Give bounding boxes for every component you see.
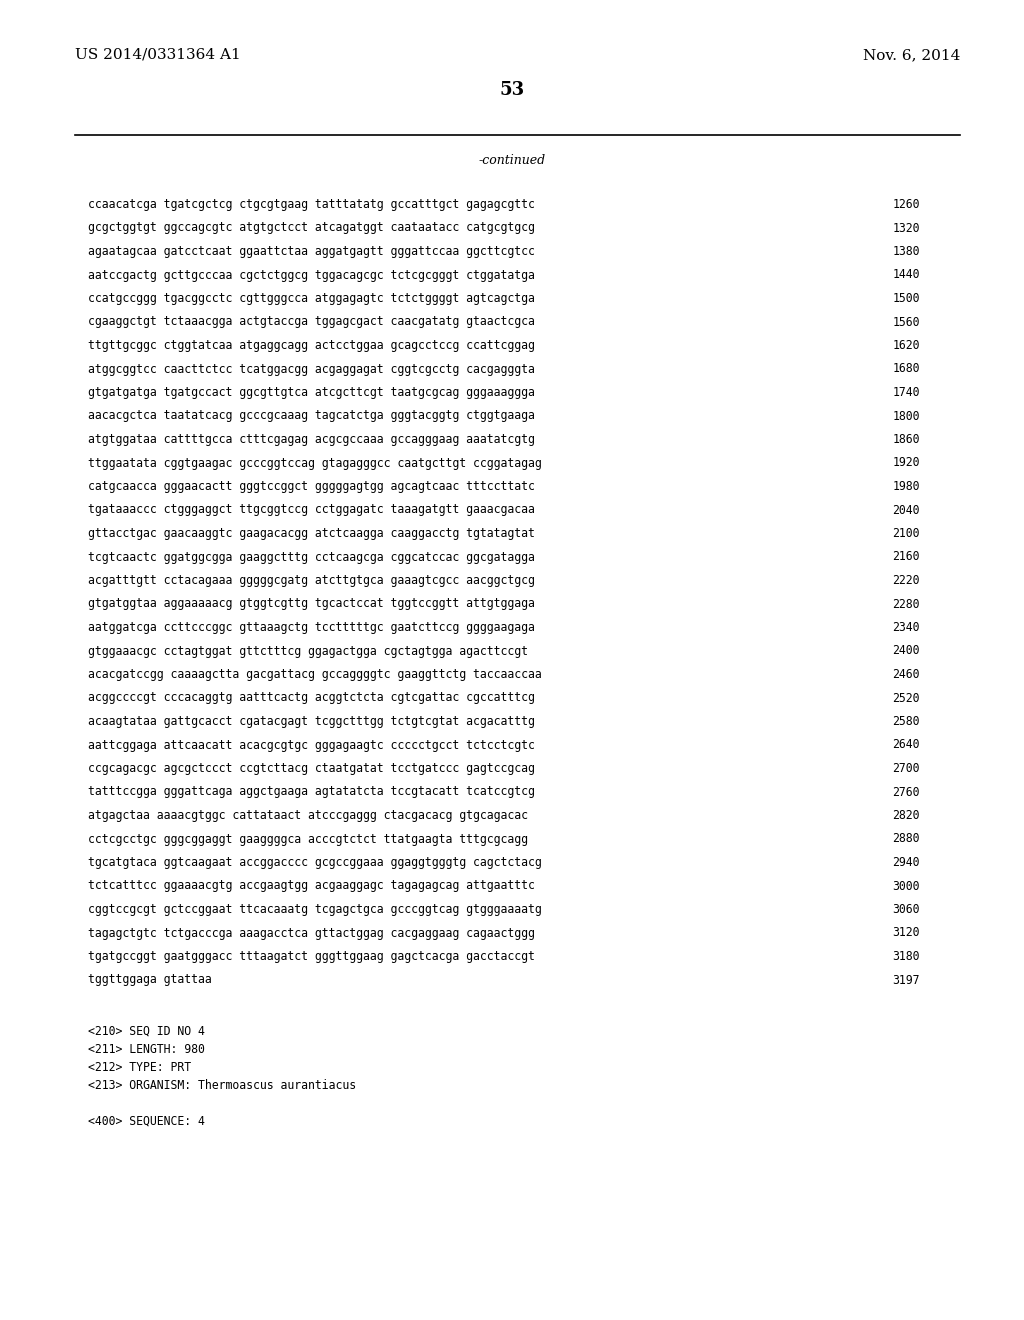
Text: ttgttgcggc ctggtatcaa atgaggcagg actcctggaa gcagcctccg ccattcggag: ttgttgcggc ctggtatcaa atgaggcagg actcctg…	[88, 339, 535, 352]
Text: gcgctggtgt ggccagcgtc atgtgctcct atcagatggt caataatacc catgcgtgcg: gcgctggtgt ggccagcgtc atgtgctcct atcagat…	[88, 222, 535, 235]
Text: ccgcagacgc agcgctccct ccgtcttacg ctaatgatat tcctgatccc gagtccgcag: ccgcagacgc agcgctccct ccgtcttacg ctaatga…	[88, 762, 535, 775]
Text: aatccgactg gcttgcccaa cgctctggcg tggacagcgc tctcgcgggt ctggatatga: aatccgactg gcttgcccaa cgctctggcg tggacag…	[88, 268, 535, 281]
Text: acgatttgtt cctacagaaa gggggcgatg atcttgtgca gaaagtcgcc aacggctgcg: acgatttgtt cctacagaaa gggggcgatg atcttgt…	[88, 574, 535, 587]
Text: 1620: 1620	[893, 339, 920, 352]
Text: 3000: 3000	[893, 879, 920, 892]
Text: 1500: 1500	[893, 292, 920, 305]
Text: 2280: 2280	[893, 598, 920, 610]
Text: 2160: 2160	[893, 550, 920, 564]
Text: gtgatggtaa aggaaaaacg gtggtcgttg tgcactccat tggtccggtt attgtggaga: gtgatggtaa aggaaaaacg gtggtcgttg tgcactc…	[88, 598, 535, 610]
Text: 2880: 2880	[893, 833, 920, 846]
Text: 2220: 2220	[893, 574, 920, 587]
Text: catgcaacca gggaacactt gggtccggct gggggagtgg agcagtcaac tttccttatc: catgcaacca gggaacactt gggtccggct gggggag…	[88, 480, 535, 492]
Text: 2100: 2100	[893, 527, 920, 540]
Text: 1680: 1680	[893, 363, 920, 375]
Text: 2820: 2820	[893, 809, 920, 822]
Text: 3120: 3120	[893, 927, 920, 940]
Text: 1440: 1440	[893, 268, 920, 281]
Text: atggcggtcc caacttctcc tcatggacgg acgaggagat cggtcgcctg cacgagggta: atggcggtcc caacttctcc tcatggacgg acgagga…	[88, 363, 535, 375]
Text: <400> SEQUENCE: 4: <400> SEQUENCE: 4	[88, 1115, 205, 1129]
Text: ccatgccggg tgacggcctc cgttgggcca atggagagtc tctctggggt agtcagctga: ccatgccggg tgacggcctc cgttgggcca atggaga…	[88, 292, 535, 305]
Text: -continued: -continued	[478, 153, 546, 166]
Text: tgcatgtaca ggtcaagaat accggacccc gcgccggaaa ggaggtgggtg cagctctacg: tgcatgtaca ggtcaagaat accggacccc gcgccgg…	[88, 855, 542, 869]
Text: aatggatcga ccttcccggc gttaaagctg tcctttttgc gaatcttccg ggggaagaga: aatggatcga ccttcccggc gttaaagctg tcctttt…	[88, 620, 535, 634]
Text: tgataaaccc ctgggaggct ttgcggtccg cctggagatc taaagatgtt gaaacgacaa: tgataaaccc ctgggaggct ttgcggtccg cctggag…	[88, 503, 535, 516]
Text: 1860: 1860	[893, 433, 920, 446]
Text: aattcggaga attcaacatt acacgcgtgc gggagaagtc ccccctgcct tctcctcgtc: aattcggaga attcaacatt acacgcgtgc gggagaa…	[88, 738, 535, 751]
Text: 53: 53	[500, 81, 524, 99]
Text: tatttccgga gggattcaga aggctgaaga agtatatcta tccgtacatt tcatccgtcg: tatttccgga gggattcaga aggctgaaga agtatat…	[88, 785, 535, 799]
Text: <213> ORGANISM: Thermoascus aurantiacus: <213> ORGANISM: Thermoascus aurantiacus	[88, 1078, 356, 1092]
Text: 2940: 2940	[893, 855, 920, 869]
Text: atgtggataa cattttgcca ctttcgagag acgcgccaaa gccagggaag aaatatcgtg: atgtggataa cattttgcca ctttcgagag acgcgcc…	[88, 433, 535, 446]
Text: 3197: 3197	[893, 974, 920, 986]
Text: Nov. 6, 2014: Nov. 6, 2014	[862, 48, 961, 62]
Text: cctcgcctgc gggcggaggt gaaggggca acccgtctct ttatgaagta tttgcgcagg: cctcgcctgc gggcggaggt gaaggggca acccgtct…	[88, 833, 528, 846]
Text: 2400: 2400	[893, 644, 920, 657]
Text: acggccccgt cccacaggtg aatttcactg acggtctcta cgtcgattac cgccatttcg: acggccccgt cccacaggtg aatttcactg acggtct…	[88, 692, 535, 705]
Text: tcgtcaactc ggatggcgga gaaggctttg cctcaagcga cggcatccac ggcgatagga: tcgtcaactc ggatggcgga gaaggctttg cctcaag…	[88, 550, 535, 564]
Text: 2340: 2340	[893, 620, 920, 634]
Text: <210> SEQ ID NO 4: <210> SEQ ID NO 4	[88, 1026, 205, 1038]
Text: tagagctgtc tctgacccga aaagacctca gttactggag cacgaggaag cagaactggg: tagagctgtc tctgacccga aaagacctca gttactg…	[88, 927, 535, 940]
Text: 2700: 2700	[893, 762, 920, 775]
Text: cggtccgcgt gctccggaat ttcacaaatg tcgagctgca gcccggtcag gtgggaaaatg: cggtccgcgt gctccggaat ttcacaaatg tcgagct…	[88, 903, 542, 916]
Text: <211> LENGTH: 980: <211> LENGTH: 980	[88, 1043, 205, 1056]
Text: <212> TYPE: PRT: <212> TYPE: PRT	[88, 1061, 191, 1074]
Text: ttggaatata cggtgaagac gcccggtccag gtagagggcc caatgcttgt ccggatagag: ttggaatata cggtgaagac gcccggtccag gtagag…	[88, 457, 542, 470]
Text: 2580: 2580	[893, 715, 920, 729]
Text: US 2014/0331364 A1: US 2014/0331364 A1	[75, 48, 241, 62]
Text: 1800: 1800	[893, 409, 920, 422]
Text: cgaaggctgt tctaaacgga actgtaccga tggagcgact caacgatatg gtaactcgca: cgaaggctgt tctaaacgga actgtaccga tggagcg…	[88, 315, 535, 329]
Text: gttacctgac gaacaaggtc gaagacacgg atctcaagga caaggacctg tgtatagtat: gttacctgac gaacaaggtc gaagacacgg atctcaa…	[88, 527, 535, 540]
Text: 1560: 1560	[893, 315, 920, 329]
Text: tgatgccggt gaatgggacc tttaagatct gggttggaag gagctcacga gacctaccgt: tgatgccggt gaatgggacc tttaagatct gggttgg…	[88, 950, 535, 964]
Text: tggttggaga gtattaa: tggttggaga gtattaa	[88, 974, 212, 986]
Text: 1320: 1320	[893, 222, 920, 235]
Text: 2640: 2640	[893, 738, 920, 751]
Text: 2520: 2520	[893, 692, 920, 705]
Text: 1920: 1920	[893, 457, 920, 470]
Text: ccaacatcga tgatcgctcg ctgcgtgaag tatttatatg gccatttgct gagagcgttc: ccaacatcga tgatcgctcg ctgcgtgaag tatttat…	[88, 198, 535, 211]
Text: 2460: 2460	[893, 668, 920, 681]
Text: 1380: 1380	[893, 246, 920, 257]
Text: agaatagcaa gatcctcaat ggaattctaa aggatgagtt gggattccaa ggcttcgtcc: agaatagcaa gatcctcaat ggaattctaa aggatga…	[88, 246, 535, 257]
Text: gtggaaacgc cctagtggat gttctttcg ggagactgga cgctagtgga agacttccgt: gtggaaacgc cctagtggat gttctttcg ggagactg…	[88, 644, 528, 657]
Text: atgagctaa aaaacgtggc cattataact atcccgaggg ctacgacacg gtgcagacac: atgagctaa aaaacgtggc cattataact atcccgag…	[88, 809, 528, 822]
Text: 2040: 2040	[893, 503, 920, 516]
Text: acaagtataa gattgcacct cgatacgagt tcggctttgg tctgtcgtat acgacatttg: acaagtataa gattgcacct cgatacgagt tcggctt…	[88, 715, 535, 729]
Text: aacacgctca taatatcacg gcccgcaaag tagcatctga gggtacggtg ctggtgaaga: aacacgctca taatatcacg gcccgcaaag tagcatc…	[88, 409, 535, 422]
Text: 1980: 1980	[893, 480, 920, 492]
Text: 1260: 1260	[893, 198, 920, 211]
Text: 1740: 1740	[893, 385, 920, 399]
Text: 3060: 3060	[893, 903, 920, 916]
Text: 2760: 2760	[893, 785, 920, 799]
Text: tctcatttcc ggaaaacgtg accgaagtgg acgaaggagc tagagagcag attgaatttc: tctcatttcc ggaaaacgtg accgaagtgg acgaagg…	[88, 879, 535, 892]
Text: acacgatccgg caaaagctta gacgattacg gccaggggtc gaaggttctg taccaaccaa: acacgatccgg caaaagctta gacgattacg gccagg…	[88, 668, 542, 681]
Text: gtgatgatga tgatgccact ggcgttgtca atcgcttcgt taatgcgcag gggaaaggga: gtgatgatga tgatgccact ggcgttgtca atcgctt…	[88, 385, 535, 399]
Text: 3180: 3180	[893, 950, 920, 964]
